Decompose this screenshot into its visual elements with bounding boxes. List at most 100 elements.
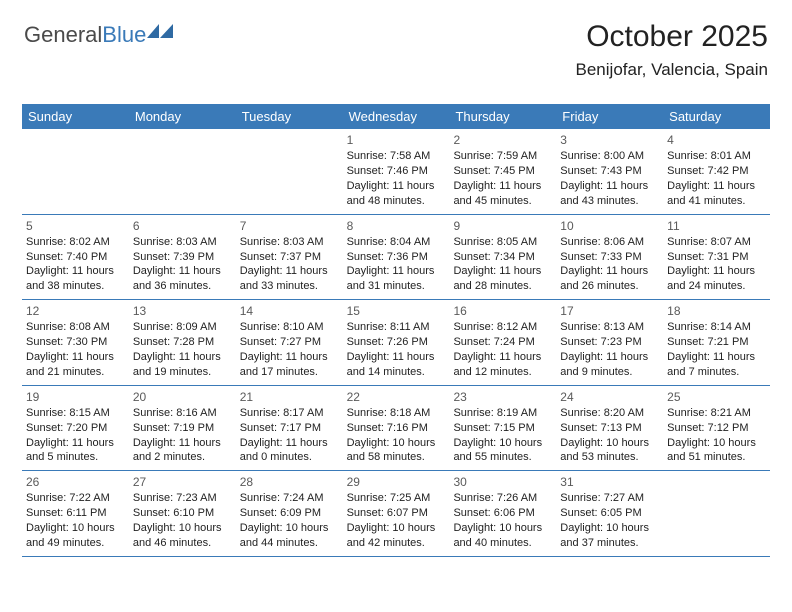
sunrise-text: Sunrise: 8:18 AM	[347, 406, 446, 421]
daylight2-text: and 48 minutes.	[347, 194, 446, 209]
sunset-text: Sunset: 7:31 PM	[667, 250, 766, 265]
sunrise-text: Sunrise: 8:06 AM	[560, 235, 659, 250]
calendar-cell: 25Sunrise: 8:21 AMSunset: 7:12 PMDayligh…	[663, 386, 770, 471]
sunrise-text: Sunrise: 8:10 AM	[240, 320, 339, 335]
daylight2-text: and 53 minutes.	[560, 450, 659, 465]
week-row: 26Sunrise: 7:22 AMSunset: 6:11 PMDayligh…	[22, 471, 770, 557]
daylight1-text: Daylight: 10 hours	[560, 436, 659, 451]
logo-text-1: General	[24, 22, 102, 48]
sunrise-text: Sunrise: 8:00 AM	[560, 149, 659, 164]
daylight1-text: Daylight: 11 hours	[453, 179, 552, 194]
daylight2-text: and 0 minutes.	[240, 450, 339, 465]
sunset-text: Sunset: 7:12 PM	[667, 421, 766, 436]
daylight1-text: Daylight: 11 hours	[26, 436, 125, 451]
sunrise-text: Sunrise: 8:21 AM	[667, 406, 766, 421]
daylight2-text: and 21 minutes.	[26, 365, 125, 380]
daylight1-text: Daylight: 10 hours	[26, 521, 125, 536]
daylight2-text: and 49 minutes.	[26, 536, 125, 551]
day-number: 23	[453, 389, 552, 405]
week-row: 12Sunrise: 8:08 AMSunset: 7:30 PMDayligh…	[22, 300, 770, 386]
day-number: 22	[347, 389, 446, 405]
daylight1-text: Daylight: 10 hours	[453, 521, 552, 536]
calendar-cell: 14Sunrise: 8:10 AMSunset: 7:27 PMDayligh…	[236, 300, 343, 385]
calendar-cell: 22Sunrise: 8:18 AMSunset: 7:16 PMDayligh…	[343, 386, 450, 471]
daylight2-text: and 40 minutes.	[453, 536, 552, 551]
sunrise-text: Sunrise: 8:07 AM	[667, 235, 766, 250]
sunset-text: Sunset: 6:10 PM	[133, 506, 232, 521]
daylight2-text: and 58 minutes.	[347, 450, 446, 465]
calendar-cell: 20Sunrise: 8:16 AMSunset: 7:19 PMDayligh…	[129, 386, 236, 471]
daylight2-text: and 17 minutes.	[240, 365, 339, 380]
sunrise-text: Sunrise: 7:26 AM	[453, 491, 552, 506]
calendar-cell: 11Sunrise: 8:07 AMSunset: 7:31 PMDayligh…	[663, 215, 770, 300]
sunset-text: Sunset: 6:07 PM	[347, 506, 446, 521]
daylight2-text: and 5 minutes.	[26, 450, 125, 465]
calendar-cell: 24Sunrise: 8:20 AMSunset: 7:13 PMDayligh…	[556, 386, 663, 471]
daylight2-text: and 45 minutes.	[453, 194, 552, 209]
sunset-text: Sunset: 7:43 PM	[560, 164, 659, 179]
daylight2-text: and 46 minutes.	[133, 536, 232, 551]
day-number: 13	[133, 303, 232, 319]
day-header: Tuesday	[236, 104, 343, 129]
daylight1-text: Daylight: 11 hours	[560, 350, 659, 365]
daylight2-text: and 14 minutes.	[347, 365, 446, 380]
day-header: Saturday	[663, 104, 770, 129]
daylight1-text: Daylight: 10 hours	[133, 521, 232, 536]
sunrise-text: Sunrise: 8:12 AM	[453, 320, 552, 335]
calendar-cell: 30Sunrise: 7:26 AMSunset: 6:06 PMDayligh…	[449, 471, 556, 556]
sunrise-text: Sunrise: 8:14 AM	[667, 320, 766, 335]
daylight1-text: Daylight: 10 hours	[347, 521, 446, 536]
header: October 2025 Benijofar, Valencia, Spain	[576, 20, 768, 80]
day-number: 20	[133, 389, 232, 405]
sunset-text: Sunset: 7:24 PM	[453, 335, 552, 350]
day-number: 17	[560, 303, 659, 319]
daylight2-text: and 44 minutes.	[240, 536, 339, 551]
sunrise-text: Sunrise: 8:11 AM	[347, 320, 446, 335]
sunset-text: Sunset: 7:45 PM	[453, 164, 552, 179]
sunrise-text: Sunrise: 7:22 AM	[26, 491, 125, 506]
daylight1-text: Daylight: 11 hours	[667, 350, 766, 365]
sunset-text: Sunset: 7:42 PM	[667, 164, 766, 179]
sunrise-text: Sunrise: 8:09 AM	[133, 320, 232, 335]
day-number: 12	[26, 303, 125, 319]
daylight1-text: Daylight: 11 hours	[133, 350, 232, 365]
day-number: 6	[133, 218, 232, 234]
calendar-cell: 9Sunrise: 8:05 AMSunset: 7:34 PMDaylight…	[449, 215, 556, 300]
sunrise-text: Sunrise: 8:01 AM	[667, 149, 766, 164]
daylight1-text: Daylight: 11 hours	[240, 436, 339, 451]
daylight1-text: Daylight: 11 hours	[133, 436, 232, 451]
calendar-cell: 26Sunrise: 7:22 AMSunset: 6:11 PMDayligh…	[22, 471, 129, 556]
daylight1-text: Daylight: 11 hours	[453, 350, 552, 365]
daylight2-text: and 7 minutes.	[667, 365, 766, 380]
day-number: 10	[560, 218, 659, 234]
day-number: 25	[667, 389, 766, 405]
daylight2-text: and 36 minutes.	[133, 279, 232, 294]
day-header-row: Sunday Monday Tuesday Wednesday Thursday…	[22, 104, 770, 129]
sunrise-text: Sunrise: 7:23 AM	[133, 491, 232, 506]
day-header: Thursday	[449, 104, 556, 129]
daylight1-text: Daylight: 10 hours	[347, 436, 446, 451]
week-row: 1Sunrise: 7:58 AMSunset: 7:46 PMDaylight…	[22, 129, 770, 215]
sunset-text: Sunset: 7:17 PM	[240, 421, 339, 436]
calendar-cell: 17Sunrise: 8:13 AMSunset: 7:23 PMDayligh…	[556, 300, 663, 385]
daylight1-text: Daylight: 11 hours	[26, 264, 125, 279]
daylight1-text: Daylight: 11 hours	[240, 264, 339, 279]
daylight1-text: Daylight: 11 hours	[347, 350, 446, 365]
day-number: 26	[26, 474, 125, 490]
week-row: 5Sunrise: 8:02 AMSunset: 7:40 PMDaylight…	[22, 215, 770, 301]
day-header: Friday	[556, 104, 663, 129]
sunset-text: Sunset: 7:19 PM	[133, 421, 232, 436]
calendar-cell: 31Sunrise: 7:27 AMSunset: 6:05 PMDayligh…	[556, 471, 663, 556]
calendar-cell	[22, 129, 129, 214]
calendar-cell: 1Sunrise: 7:58 AMSunset: 7:46 PMDaylight…	[343, 129, 450, 214]
sunset-text: Sunset: 7:33 PM	[560, 250, 659, 265]
daylight1-text: Daylight: 11 hours	[560, 179, 659, 194]
day-number: 7	[240, 218, 339, 234]
sunset-text: Sunset: 6:11 PM	[26, 506, 125, 521]
daylight2-text: and 19 minutes.	[133, 365, 232, 380]
daylight2-text: and 33 minutes.	[240, 279, 339, 294]
day-number: 1	[347, 132, 446, 148]
daylight2-text: and 51 minutes.	[667, 450, 766, 465]
calendar-cell: 28Sunrise: 7:24 AMSunset: 6:09 PMDayligh…	[236, 471, 343, 556]
sunrise-text: Sunrise: 7:58 AM	[347, 149, 446, 164]
